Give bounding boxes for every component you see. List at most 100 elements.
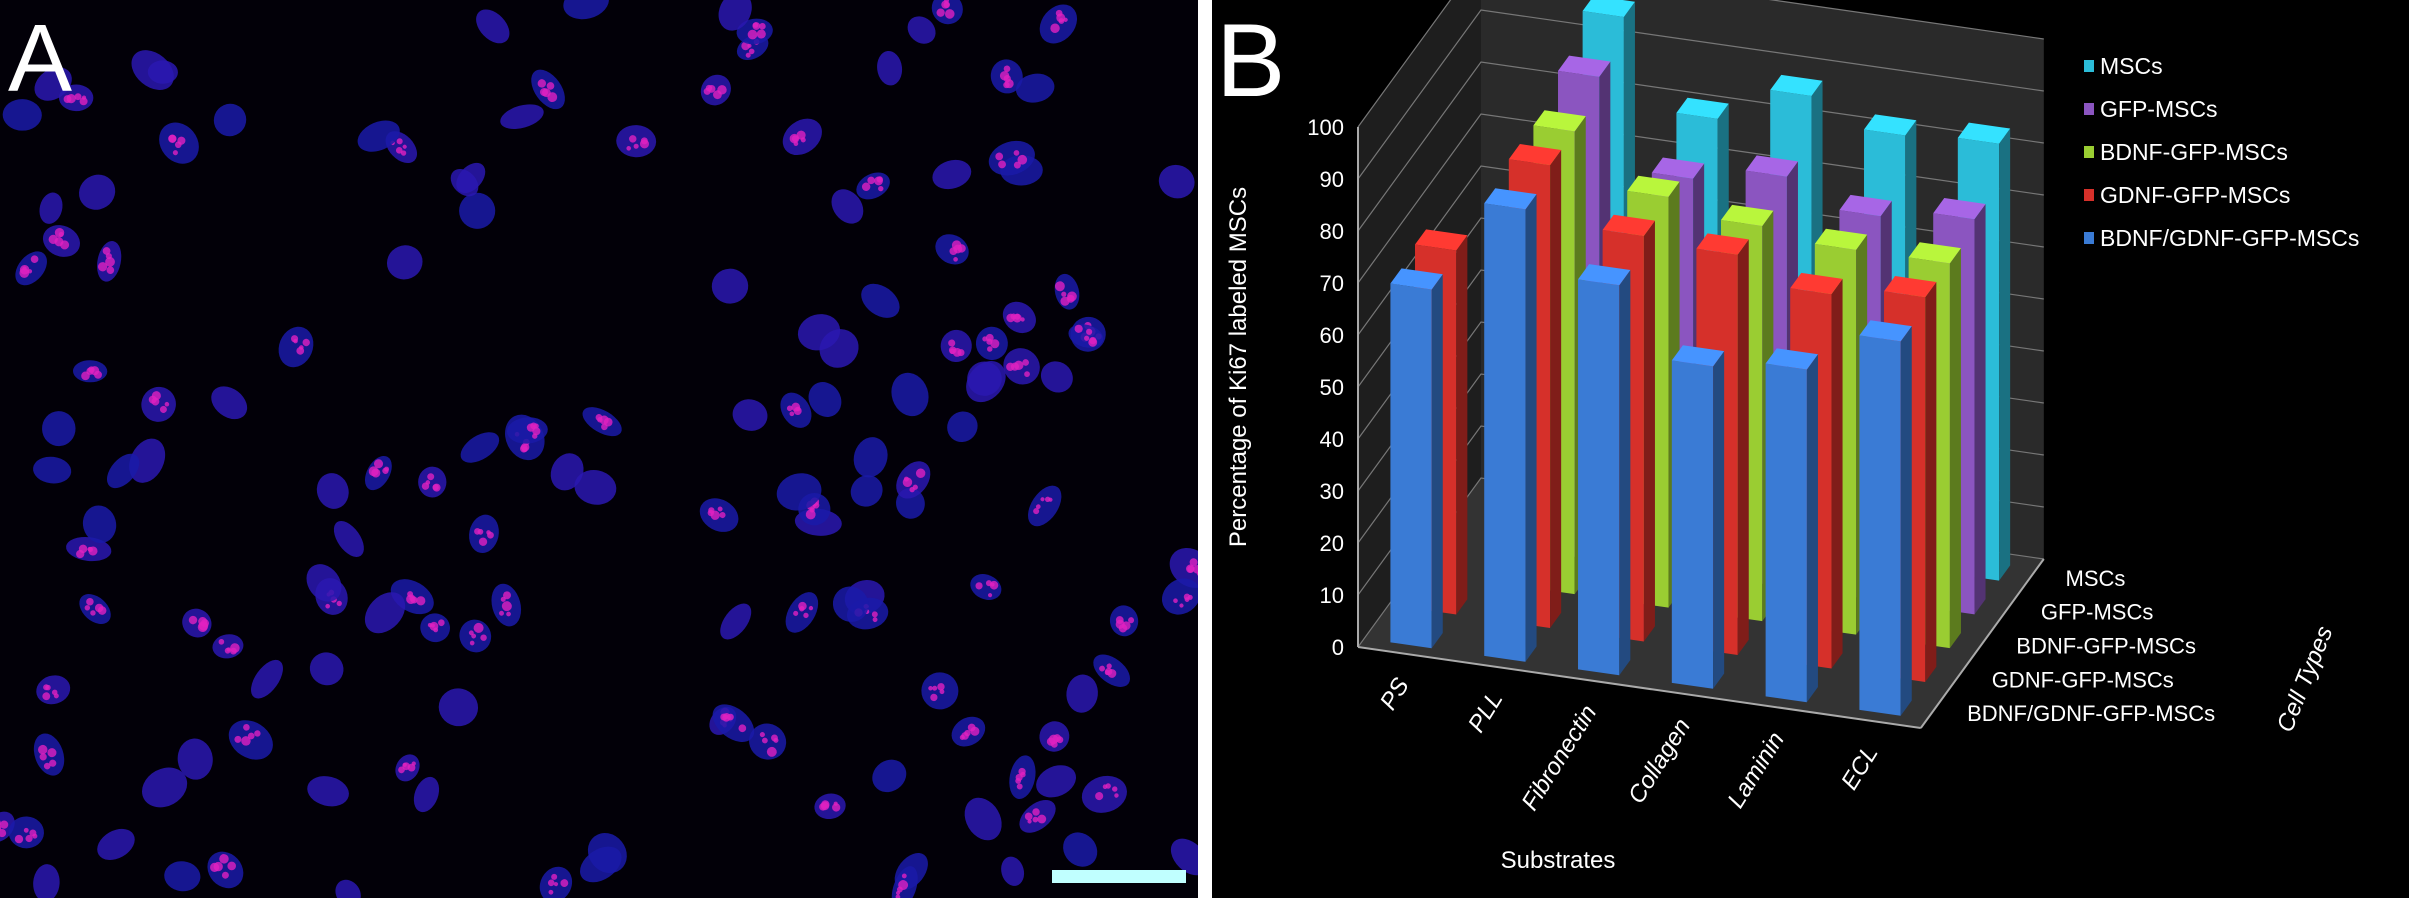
ki67-spot xyxy=(1032,816,1039,823)
x-tick-label: Collagen xyxy=(1623,714,1696,809)
ki67-spot xyxy=(629,135,637,143)
nucleus xyxy=(782,118,822,156)
nucleus xyxy=(785,592,819,633)
bar-top xyxy=(1578,264,1631,286)
nucleus-body xyxy=(309,652,344,686)
nucleus xyxy=(58,84,94,112)
ki67-spot xyxy=(1016,783,1023,790)
nucleus xyxy=(364,592,406,634)
nucleus-body xyxy=(1039,4,1078,44)
ki67-spot xyxy=(106,266,115,274)
ki67-spot xyxy=(626,145,632,151)
y-tick-label: 0 xyxy=(1332,635,1344,660)
ki67-spot xyxy=(808,605,814,611)
ki67-spot xyxy=(932,685,938,691)
nucleus xyxy=(1054,273,1080,310)
bar-side xyxy=(1806,354,1818,703)
nucleus-body xyxy=(500,104,544,130)
nucleus-body xyxy=(1161,578,1201,615)
nucleus xyxy=(970,574,1002,600)
nucleus-body xyxy=(2,99,42,131)
nucleus xyxy=(776,473,822,511)
ki67-spot xyxy=(741,41,750,51)
legend-entry: GFP-MSCs xyxy=(2100,96,2218,122)
ki67-spot xyxy=(937,683,945,691)
nucleus xyxy=(990,59,1023,94)
nucleus-body xyxy=(33,456,72,484)
ki67-spot xyxy=(867,176,875,185)
nucleus xyxy=(278,326,314,368)
ki67-spot xyxy=(766,746,777,757)
nucleus-body xyxy=(749,723,787,760)
nucleus-body xyxy=(129,438,166,483)
nucleus-body xyxy=(97,828,135,860)
bar-side xyxy=(1900,326,1912,716)
ki67-spot xyxy=(1048,497,1053,502)
ki67-spot xyxy=(1040,497,1045,502)
nucleus xyxy=(1040,361,1073,393)
nucleus xyxy=(587,832,627,874)
nucleus xyxy=(891,372,929,417)
nucleus-body xyxy=(476,9,510,44)
nucleus xyxy=(531,69,565,110)
nucleus-body xyxy=(718,0,752,31)
ki67-spot xyxy=(909,486,915,493)
z-axis-title: Cell Types xyxy=(2272,622,2339,736)
nucleus xyxy=(712,704,755,742)
nucleus xyxy=(8,816,44,849)
bar-top xyxy=(1558,55,1611,77)
nucleus xyxy=(699,498,739,532)
ki67-spot xyxy=(713,90,722,100)
y-tick-label: 90 xyxy=(1320,167,1344,192)
nucleus xyxy=(616,125,657,158)
nucleus xyxy=(832,586,869,622)
bar-side xyxy=(1550,149,1562,628)
nucleus xyxy=(506,417,548,444)
ki67-spot xyxy=(970,726,980,736)
ki67-spot xyxy=(43,762,51,770)
ki67-spot xyxy=(416,596,426,606)
nucleus-body xyxy=(459,192,496,229)
ki67-spot xyxy=(599,415,609,425)
nucleus-body xyxy=(967,361,1002,396)
ki67-spot xyxy=(210,862,220,872)
nucleus-body xyxy=(39,192,63,224)
ki67-spot xyxy=(86,597,94,606)
z-tick-label: GDNF-GFP-MSCs xyxy=(1992,667,2174,692)
ki67-spot xyxy=(795,406,801,412)
nucleus xyxy=(732,399,768,431)
nucleus xyxy=(42,225,80,257)
ki67-spot xyxy=(243,724,250,731)
ki67-spot xyxy=(22,266,27,271)
ki67-spot xyxy=(1086,328,1093,335)
ki67-spot xyxy=(0,829,7,838)
ki67-spot xyxy=(871,611,878,618)
bar-side xyxy=(1949,248,1961,649)
ki67-spot xyxy=(551,873,558,880)
ki67-spot xyxy=(49,759,57,767)
nucleus-body xyxy=(720,603,752,640)
ki67-spot xyxy=(51,689,58,696)
ki67-spot xyxy=(172,150,178,156)
nucleus xyxy=(932,159,972,190)
ki67-spot xyxy=(1027,819,1032,824)
nucleus xyxy=(814,793,846,820)
ki67-spot xyxy=(1054,281,1065,292)
ki67-spot xyxy=(302,338,310,347)
z-tick-label: BDNF-GFP-MSCs xyxy=(2016,634,2196,659)
nucleus-body xyxy=(1158,164,1195,199)
ki67-spot xyxy=(762,737,768,744)
ki67-spot xyxy=(168,134,177,143)
ki67-spot xyxy=(821,800,830,809)
z-axis-line xyxy=(1919,558,2045,729)
nucleus xyxy=(418,466,447,498)
nucleus xyxy=(129,438,166,483)
ki67-spot xyxy=(39,753,47,761)
nucleus-body xyxy=(850,475,883,507)
ki67-spot xyxy=(773,737,779,743)
ki67-spot xyxy=(164,401,170,407)
ki67-spot xyxy=(1037,814,1047,824)
ki67-spot xyxy=(32,833,38,839)
ki67-spot xyxy=(506,611,511,617)
bar-top xyxy=(1957,122,2011,144)
